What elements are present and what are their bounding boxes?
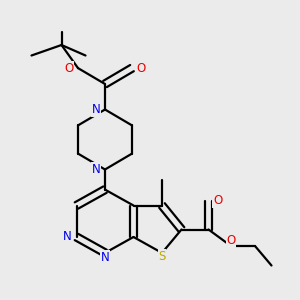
Text: O: O <box>213 194 222 208</box>
Text: S: S <box>158 250 166 263</box>
Text: O: O <box>64 61 74 75</box>
Text: O: O <box>226 234 236 247</box>
Text: N: N <box>92 163 100 176</box>
Text: N: N <box>100 251 109 264</box>
Text: O: O <box>136 61 146 75</box>
Text: N: N <box>63 230 72 244</box>
Text: N: N <box>92 103 100 116</box>
